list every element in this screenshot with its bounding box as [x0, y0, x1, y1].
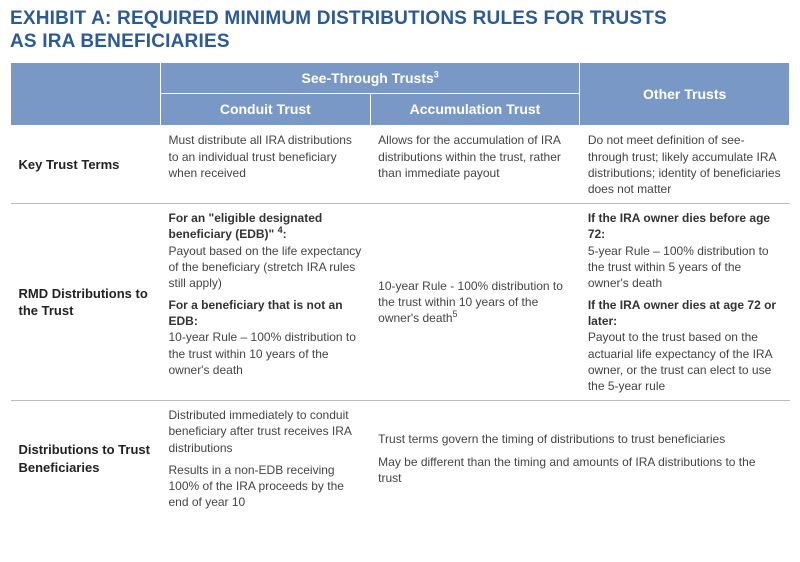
- cell-distros-merged: Trust terms govern the timing of distrib…: [370, 401, 789, 517]
- table-row: Distributions to Trust Beneficiaries Dis…: [11, 401, 790, 517]
- rmd-accumulation-text: 10-year Rule - 100% distribution to the …: [378, 279, 563, 325]
- distros-merged-text-1: Trust terms govern the timing of distrib…: [378, 432, 725, 446]
- title-line-2: AS IRA BENEFICIARIES: [10, 31, 230, 52]
- cell-rmd-accumulation: 10-year Rule - 100% distribution to the …: [370, 204, 580, 401]
- row-label-key-terms: Key Trust Terms: [11, 126, 161, 204]
- cell-rmd-conduit: For an "eligible designated beneficiary …: [161, 204, 371, 401]
- rmd-other-text-before72: 5-year Rule – 100% distribution to the t…: [588, 244, 769, 290]
- title-line-1: EXHIBIT A: REQUIRED MINIMUM DISTRIBUTION…: [10, 8, 667, 29]
- distros-conduit-text-2: Results in a non-EDB receiving 100% of t…: [169, 462, 363, 511]
- rmd-other-text-after72: Payout to the trust based on the actuari…: [588, 330, 772, 393]
- row-label-distros: Distributions to Trust Beneficiaries: [11, 401, 161, 517]
- distros-conduit-text-1: Distributed immediately to conduit benef…: [169, 408, 352, 454]
- header-accumulation-trust: Accumulation Trust: [370, 94, 580, 126]
- rules-table: See-Through Trusts3 Other Trusts Conduit…: [10, 62, 790, 517]
- distros-merged-text-2: May be different than the timing and amo…: [378, 454, 781, 486]
- header-conduit-trust: Conduit Trust: [161, 94, 371, 126]
- cell-key-terms-other: Do not meet definition of see-through tr…: [580, 126, 790, 204]
- cell-rmd-other: If the IRA owner dies before age 72: 5-y…: [580, 204, 790, 401]
- rmd-conduit-text-edb: Payout based on the life expectancy of t…: [169, 244, 362, 290]
- table-row: RMD Distributions to the Trust For an "e…: [11, 204, 790, 401]
- header-other-trusts: Other Trusts: [580, 62, 790, 126]
- rmd-other-heading-before72: If the IRA owner dies before age 72:: [588, 210, 782, 242]
- header-see-through: See-Through Trusts3: [161, 62, 580, 94]
- header-see-through-label: See-Through Trusts: [302, 70, 434, 86]
- rmd-other-heading-after72: If the IRA owner dies at age 72 or later…: [588, 297, 782, 329]
- header-blank: [11, 62, 161, 126]
- cell-key-terms-conduit: Must distribute all IRA distributions to…: [161, 126, 371, 204]
- table-row: Key Trust Terms Must distribute all IRA …: [11, 126, 790, 204]
- row-label-rmd: RMD Distributions to the Trust: [11, 204, 161, 401]
- rmd-conduit-heading-nonedb: For a beneficiary that is not an EDB:: [169, 297, 363, 329]
- cell-key-terms-accumulation: Allows for the accumulation of IRA distr…: [370, 126, 580, 204]
- cell-distros-conduit: Distributed immediately to conduit benef…: [161, 401, 371, 517]
- footnote-5-icon: 5: [453, 309, 458, 319]
- rmd-conduit-text-nonedb: 10-year Rule – 100% distribution to the …: [169, 330, 356, 376]
- rmd-conduit-heading-edb: For an "eligible designated beneficiary …: [169, 210, 363, 242]
- page-title: EXHIBIT A: REQUIRED MINIMUM DISTRIBUTION…: [10, 8, 790, 54]
- footnote-3-icon: 3: [434, 69, 439, 79]
